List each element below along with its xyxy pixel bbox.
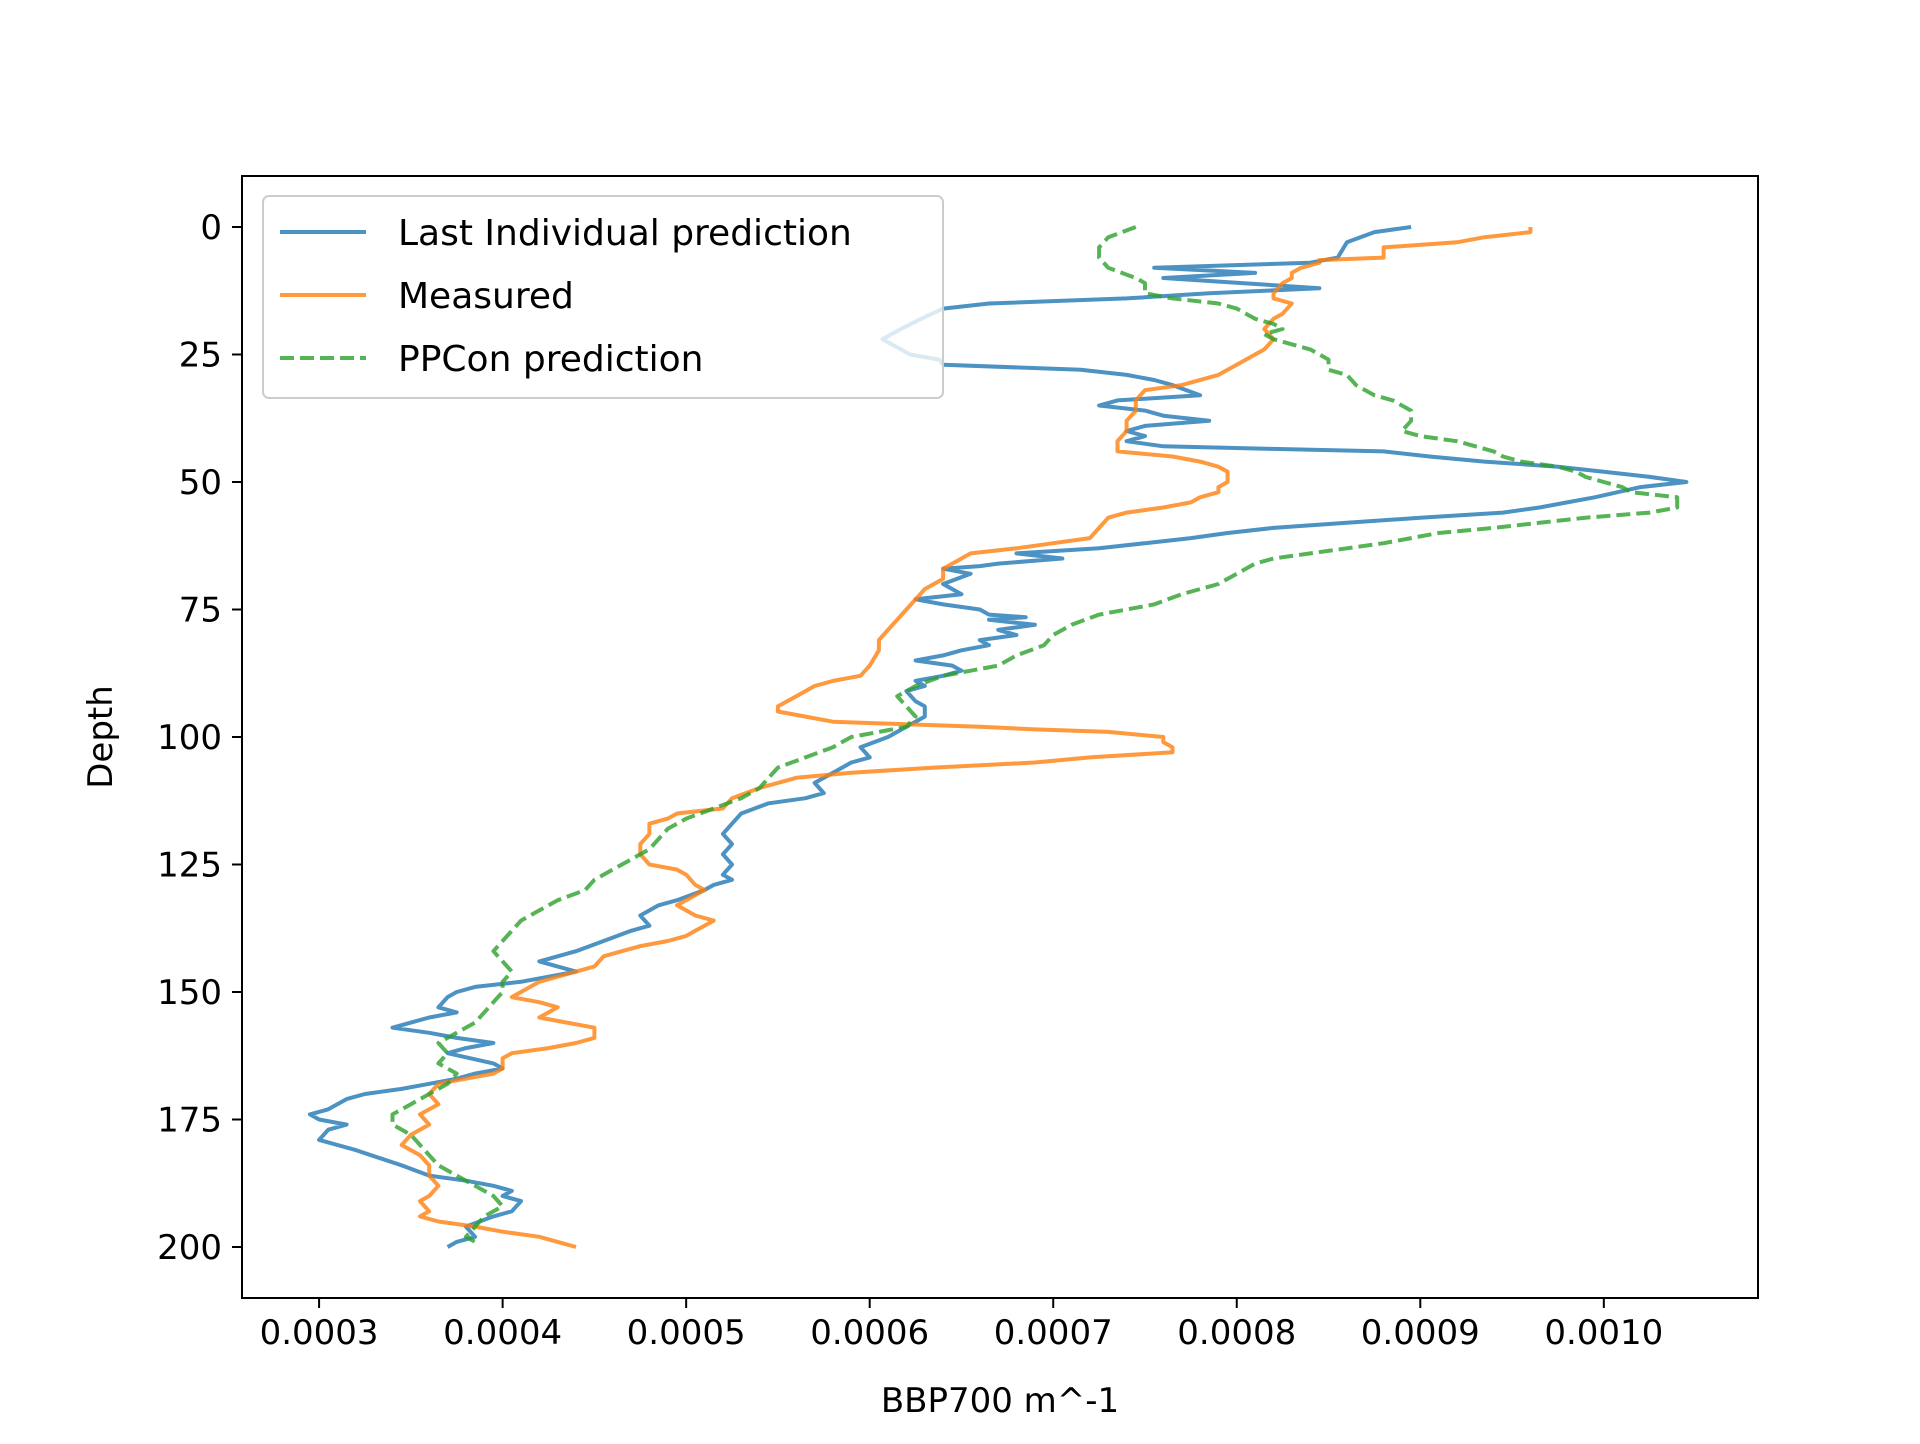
series-line-2	[399, 227, 1533, 1249]
y-tick-label: 0	[200, 208, 222, 248]
y-tick-label: 125	[157, 846, 222, 886]
y-axis-ticks: 0 25 50 75 100 125 150 175 200	[157, 208, 242, 1268]
x-tick-label: 0.0003	[260, 1313, 379, 1353]
y-tick-label: 75	[179, 591, 222, 631]
y-tick-label: 50	[179, 463, 222, 503]
series-line-3	[390, 225, 1680, 1244]
x-tick-label: 0.0010	[1544, 1313, 1663, 1353]
legend-box	[262, 195, 944, 399]
y-tick-label: 150	[157, 973, 222, 1013]
series-layer	[307, 225, 1689, 1249]
x-tick-label: 0.0009	[1361, 1313, 1480, 1353]
legend: Last Individual prediction Measured PPCon …	[262, 195, 944, 399]
legend-label-1: Last Individual prediction	[398, 213, 852, 254]
x-axis-label: BBP700 m^-1	[881, 1381, 1119, 1421]
y-tick-label: 175	[157, 1101, 222, 1141]
x-tick-label: 0.0007	[994, 1313, 1113, 1353]
y-axis-label: Depth	[81, 685, 121, 789]
x-tick-label: 0.0004	[443, 1313, 562, 1353]
x-tick-label: 0.0008	[1177, 1313, 1296, 1353]
y-tick-label: 200	[157, 1228, 222, 1268]
legend-label-3: PPCon prediction	[398, 339, 703, 380]
y-tick-label: 100	[157, 718, 222, 758]
x-tick-label: 0.0006	[810, 1313, 929, 1353]
x-tick-label: 0.0005	[627, 1313, 746, 1353]
y-tick-label: 25	[179, 336, 222, 376]
legend-label-2: Measured	[398, 276, 574, 317]
x-axis-ticks: 0.0003 0.0004 0.0005 0.0006 0.0007 0.0008 0.00…	[260, 1298, 1663, 1353]
